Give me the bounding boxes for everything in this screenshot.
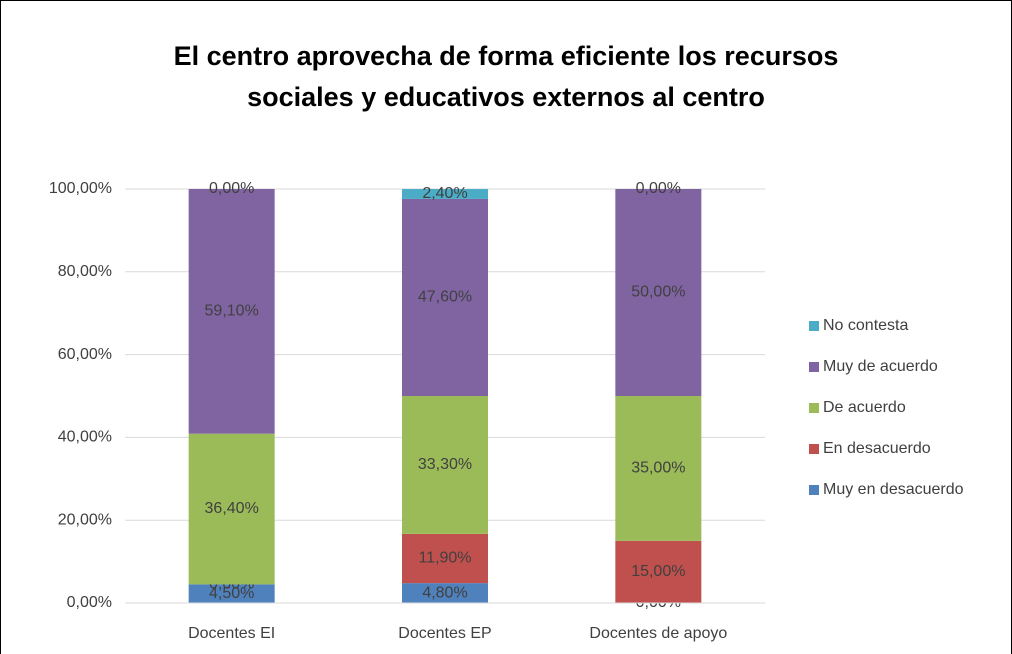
legend-swatch bbox=[809, 362, 819, 372]
x-tick-label: Docentes EP bbox=[398, 625, 491, 642]
y-tick-label: 20,00% bbox=[58, 511, 112, 528]
data-label: 0,00% bbox=[636, 180, 681, 197]
bar-segment bbox=[188, 584, 275, 603]
data-label: 0,00% bbox=[209, 180, 254, 197]
data-label: 11,90% bbox=[418, 550, 471, 567]
data-label: 2,40% bbox=[422, 185, 467, 202]
y-tick-label: 100,00% bbox=[49, 180, 112, 197]
legend-swatch bbox=[809, 403, 819, 413]
legend-swatch bbox=[809, 444, 819, 454]
data-label: 4,50% bbox=[209, 585, 254, 602]
bar-segment bbox=[402, 198, 488, 396]
y-tick-label: 60,00% bbox=[58, 346, 112, 363]
legend-label: De acuerdo bbox=[823, 399, 906, 416]
legend-label: No contesta bbox=[823, 317, 908, 334]
bar-segment bbox=[615, 189, 702, 396]
bar-segment bbox=[402, 533, 488, 584]
legend-swatch bbox=[809, 485, 819, 495]
bar-segment bbox=[188, 433, 275, 585]
bar-segment bbox=[615, 540, 702, 603]
bar-segment bbox=[402, 189, 488, 199]
bar-segment bbox=[402, 396, 488, 534]
data-label: 36,40% bbox=[205, 500, 259, 517]
legend-label: Muy de acuerdo bbox=[823, 358, 938, 375]
bar-segment bbox=[188, 189, 275, 434]
legend-swatch bbox=[809, 321, 819, 331]
data-label: 4,80% bbox=[422, 584, 467, 601]
data-label: 47,60% bbox=[418, 289, 472, 306]
data-label: 33,30% bbox=[418, 456, 472, 473]
data-label: 50,00% bbox=[631, 284, 685, 301]
data-label: 59,10% bbox=[205, 303, 259, 320]
y-tick-label: 80,00% bbox=[58, 263, 112, 280]
legend-label: Muy en desacuerdo bbox=[823, 481, 964, 498]
x-tick-label: Docentes de apoyo bbox=[589, 625, 727, 642]
y-tick-label: 40,00% bbox=[58, 429, 112, 446]
data-label: 35,00% bbox=[631, 460, 685, 477]
legend-label: En desacuerdo bbox=[823, 440, 931, 457]
x-tick-label: Docentes EI bbox=[188, 625, 275, 642]
y-tick-label: 0,00% bbox=[67, 594, 112, 611]
chart-title: sociales y educativos externos al centro bbox=[247, 82, 765, 112]
bar-segment bbox=[402, 583, 488, 603]
bar-segment bbox=[615, 396, 702, 541]
data-label: 15,00% bbox=[631, 563, 685, 580]
chart-title: El centro aprovecha de forma eficiente l… bbox=[174, 41, 839, 71]
